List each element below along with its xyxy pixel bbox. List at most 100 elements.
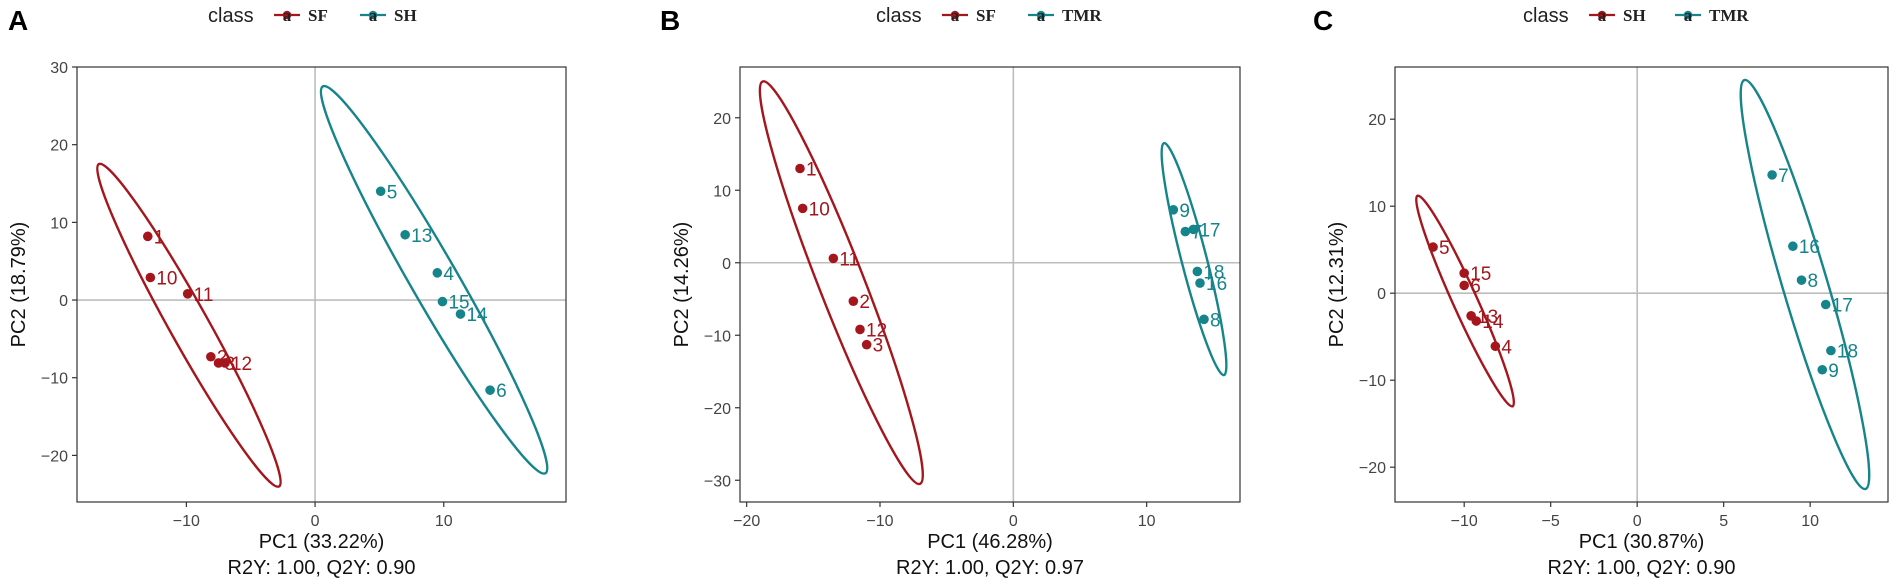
- point-label-3: 3: [225, 354, 236, 375]
- point-label-4: 4: [443, 264, 454, 285]
- ellipse-sh: [1415, 194, 1516, 408]
- legend-entry-label: SF: [976, 6, 996, 25]
- legend-entry-label: SF: [308, 6, 328, 25]
- point-label-1: 1: [154, 227, 165, 248]
- point-label-2: 2: [859, 292, 870, 313]
- plot-frame: [739, 66, 1241, 503]
- point-label-15: 15: [448, 293, 469, 314]
- y-tick-label: 0: [1377, 286, 1386, 303]
- legend-entry-label: SH: [1623, 6, 1646, 25]
- point-sh-15: [437, 296, 448, 307]
- model-stats: R2Y: 1.00, Q2Y: 0.97: [896, 557, 1084, 579]
- legend-title: class: [1523, 5, 1569, 27]
- point-label-8: 8: [1808, 271, 1819, 292]
- legend-key-dot: [368, 10, 378, 20]
- point-label-12: 12: [231, 354, 252, 375]
- model-stats: R2Y: 1.00, Q2Y: 0.90: [228, 557, 416, 579]
- point-label-7: 7: [1778, 166, 1789, 187]
- point-tmr-16: [1195, 278, 1205, 288]
- panel-letter: A: [8, 5, 28, 36]
- legend-entry-label: SH: [394, 6, 417, 25]
- legend-entry-label: TMR: [1062, 6, 1102, 25]
- x-axis-label: PC1 (33.22%): [259, 531, 385, 553]
- legend-key-dot: [1036, 10, 1046, 20]
- y-axis-label: PC2 (14.26%): [671, 222, 693, 348]
- model-stats: R2Y: 1.00, Q2Y: 0.90: [1548, 557, 1736, 579]
- point-sh-15: [1459, 268, 1469, 278]
- x-tick-label: 5: [1719, 513, 1728, 530]
- x-tick-label: −10: [866, 513, 893, 530]
- point-label-8: 8: [1210, 310, 1221, 331]
- x-tick-label: −10: [173, 513, 200, 530]
- x-tick-label: −10: [1451, 513, 1478, 530]
- x-axis-label: PC1 (46.28%): [927, 531, 1053, 553]
- x-axis-label: PC1 (30.87%): [1579, 531, 1705, 553]
- point-sh-13: [400, 229, 410, 240]
- point-label-9: 9: [1179, 201, 1190, 222]
- legend-key-dot: [1683, 10, 1693, 20]
- point-sh-6: [485, 385, 495, 395]
- ellipse-tmr: [1160, 141, 1228, 377]
- panel-letter: C: [1313, 5, 1333, 36]
- legend: class a SH a TMR: [1523, 5, 1749, 27]
- point-tmr-16: [1788, 241, 1798, 252]
- point-tmr-8: [1199, 314, 1209, 325]
- point-sf-2: [848, 296, 859, 306]
- ellipse-sf: [96, 162, 282, 488]
- legend-key-glyph: a: [369, 6, 378, 25]
- y-tick-label: 20: [713, 111, 731, 128]
- point-tmr-9: [1817, 364, 1828, 375]
- legend-key-sf: a SF: [274, 6, 328, 25]
- point-tmr-18: [1192, 266, 1203, 277]
- point-tmr-7: [1180, 226, 1191, 237]
- point-label-7: 7: [1191, 223, 1202, 244]
- legend-key-glyph: a: [1037, 6, 1046, 25]
- ellipse-tmr: [1739, 78, 1871, 491]
- point-label-14: 14: [1482, 312, 1504, 333]
- legend-key-glyph: a: [283, 6, 292, 25]
- legend-key-dot: [950, 10, 960, 20]
- x-tick-label: 0: [1009, 513, 1018, 530]
- y-axis-label: PC2 (18.79%): [8, 222, 30, 348]
- y-tick-label: −30: [704, 473, 731, 490]
- point-sf-12: [855, 324, 865, 335]
- legend-key-dot: [282, 10, 292, 20]
- point-label-18: 18: [1203, 262, 1224, 283]
- y-tick-label: 10: [713, 183, 731, 200]
- point-label-11: 11: [839, 249, 859, 270]
- y-tick-label: 10: [1368, 199, 1386, 216]
- point-sf-3: [861, 339, 872, 350]
- x-tick-label: −5: [1542, 513, 1560, 530]
- legend-key-glyph: a: [951, 6, 960, 25]
- y-axis-label: PC2 (12.31%): [1326, 222, 1348, 348]
- y-tick-label: 0: [59, 293, 68, 310]
- point-tmr-9: [1168, 205, 1179, 215]
- legend-key-glyph: a: [1598, 6, 1607, 25]
- point-label-9: 9: [1828, 361, 1839, 382]
- point-label-10: 10: [809, 199, 830, 220]
- y-tick-label: −20: [1359, 460, 1386, 477]
- point-label-15: 15: [1470, 264, 1491, 285]
- point-label-3: 3: [873, 336, 884, 357]
- point-label-12: 12: [866, 320, 887, 341]
- point-label-5: 5: [1439, 238, 1450, 259]
- ellipse-sh: [319, 84, 549, 475]
- point-sh-6: [1459, 280, 1469, 291]
- y-tick-label: −20: [41, 448, 68, 465]
- y-tick-label: 20: [50, 138, 68, 155]
- x-tick-label: 0: [1633, 513, 1642, 530]
- y-tick-label: 30: [50, 60, 68, 77]
- point-label-6: 6: [1470, 276, 1481, 297]
- x-tick-label: −20: [733, 513, 760, 530]
- legend: class a SF a SH: [208, 5, 417, 27]
- legend-key-sh: a SH: [1589, 6, 1646, 25]
- point-label-13: 13: [1477, 307, 1498, 328]
- x-tick-label: 0: [311, 513, 320, 530]
- x-tick-label: 10: [1801, 513, 1819, 530]
